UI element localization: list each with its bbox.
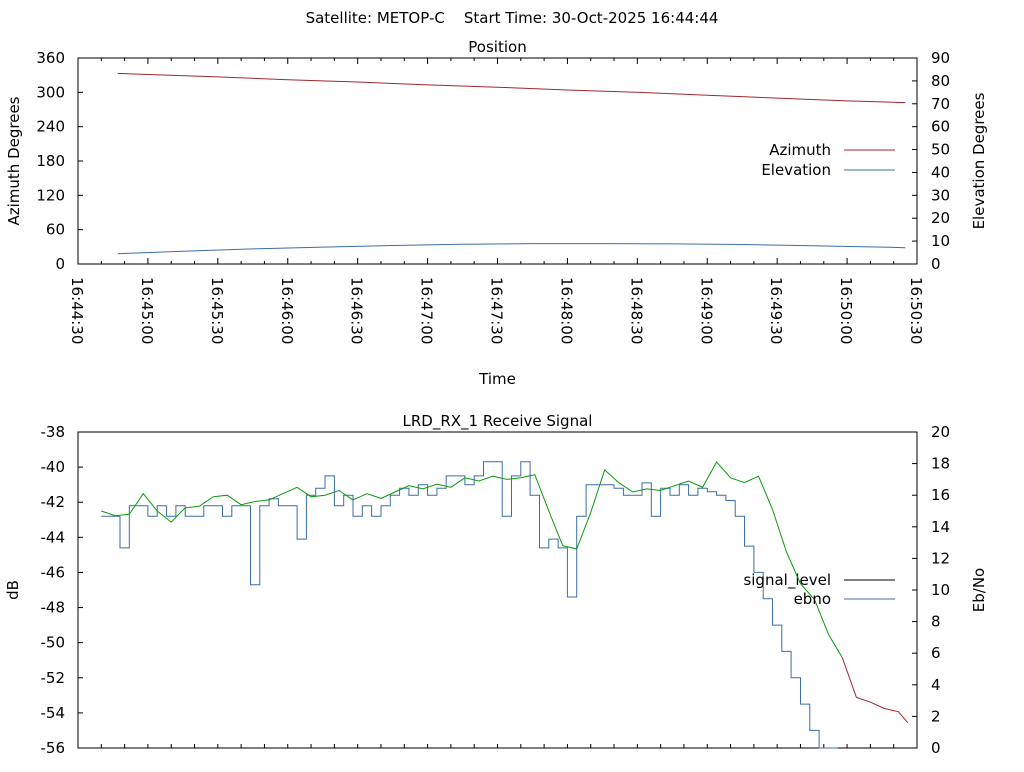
x-tick-label: 16:45:30 (208, 277, 226, 344)
legend-label: ebno (794, 590, 831, 608)
y-tick-label: -40 (41, 458, 66, 476)
y2-tick-label: 0 (931, 255, 941, 273)
y2-tick-label: 20 (931, 423, 950, 441)
y-tick-label: -42 (41, 493, 66, 511)
x-tick-label: 16:46:30 (348, 277, 366, 344)
legend-label: Azimuth (769, 141, 831, 159)
y2-tick-label: 30 (931, 186, 950, 204)
y2-tick-label: 14 (931, 518, 950, 536)
y-tick-label: 0 (55, 255, 65, 273)
y-tick-label: 240 (36, 118, 65, 136)
y2-tick-label: 10 (931, 232, 950, 250)
legend-label: signal_level (743, 571, 831, 590)
y-tick-label: 180 (36, 152, 65, 170)
y2-axis-label: Eb/No (970, 568, 988, 612)
x-tick-label: 16:49:00 (697, 277, 715, 344)
y2-tick-label: 2 (931, 707, 941, 725)
chart-title: Position (468, 38, 526, 56)
chart-title: LRD_RX_1 Receive Signal (403, 412, 593, 431)
y-tick-label: -52 (41, 669, 66, 687)
y-tick-label: -54 (41, 704, 66, 722)
y-axis-label: dB (4, 580, 22, 600)
series-line-ebno-low (841, 657, 909, 724)
x-tick-label: 16:50:00 (837, 277, 855, 344)
y2-tick-label: 20 (931, 209, 950, 227)
y-tick-label: -56 (41, 739, 66, 757)
y2-tick-label: 80 (931, 72, 950, 90)
y2-tick-label: 10 (931, 581, 950, 599)
x-tick-label: 16:44:30 (68, 277, 86, 344)
y-tick-label: -46 (41, 563, 66, 581)
y-tick-label: 360 (36, 49, 65, 67)
y-tick-label: -50 (41, 634, 66, 652)
x-tick-label: 16:47:30 (488, 277, 506, 344)
y2-tick-label: 6 (931, 644, 941, 662)
series-line-ebno (101, 461, 843, 659)
y-tick-label: -48 (41, 599, 66, 617)
y2-tick-label: 16 (931, 486, 950, 504)
y2-tick-label: 50 (931, 141, 950, 159)
series-line-elevation (117, 243, 906, 255)
charts-group: Position06012018024030036001020304050607… (4, 38, 988, 757)
plot-frame (77, 431, 918, 749)
y2-tick-label: 4 (931, 676, 941, 694)
series-line-signal-level (101, 461, 838, 749)
y2-axis-label: Elevation Degrees (970, 92, 988, 229)
x-tick-label: 16:47:00 (418, 277, 436, 344)
y2-tick-label: 60 (931, 118, 950, 136)
legend-label: Elevation (761, 161, 831, 179)
y-axis-label: Azimuth Degrees (5, 96, 23, 225)
y-tick-label: 300 (36, 83, 65, 101)
chart-1: Position 0 60 120 180 240 300 360 0 10 20 30 40 50 60 7… (5, 38, 988, 388)
x-tick-label: 16:48:30 (627, 277, 645, 344)
page-title: Satellite: METOP-C Start Time: 30-Oct-20… (306, 9, 719, 27)
y-tick-label: -44 (41, 528, 66, 546)
x-tick-label: 16:48:00 (557, 277, 575, 344)
y2-tick-label: 70 (931, 95, 950, 113)
x-axis-label: Time (478, 370, 516, 388)
y-tick-label: 60 (46, 221, 65, 239)
y2-tick-label: 12 (931, 549, 950, 567)
y2-tick-label: 18 (931, 455, 950, 473)
y-tick-label: 120 (36, 186, 65, 204)
y-tick-label: -38 (41, 423, 66, 441)
x-tick-label: 16:45:00 (138, 277, 156, 344)
x-tick-label: 16:46:00 (278, 277, 296, 344)
y2-tick-label: 40 (931, 163, 950, 181)
y2-tick-label: 0 (931, 739, 941, 757)
chart-2: LRD_RX_1 Receive Signal -38 -40 -42 -44 -46 -4… (4, 412, 988, 757)
series-line-azimuth (117, 72, 906, 104)
x-tick-label: 16:50:30 (907, 277, 925, 344)
x-tick-label: 16:49:30 (767, 277, 785, 344)
y2-tick-label: 90 (931, 49, 950, 67)
y2-tick-label: 8 (931, 613, 941, 631)
